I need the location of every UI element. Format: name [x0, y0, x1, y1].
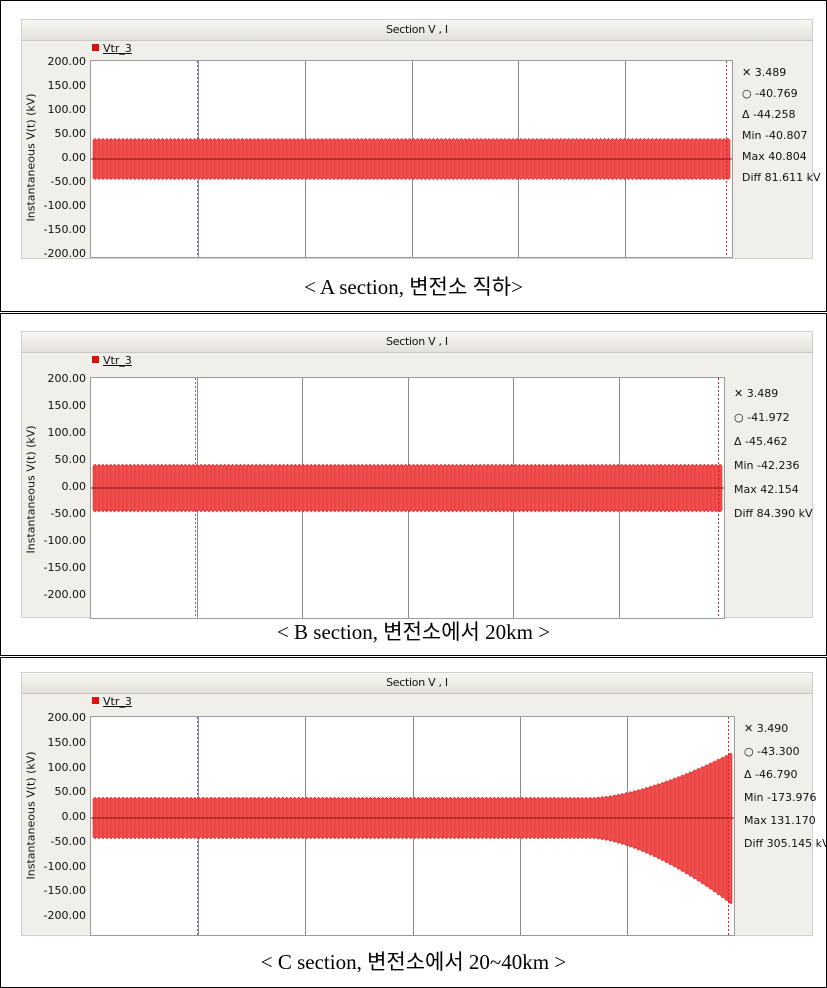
readout-max: Max 131.170: [744, 814, 816, 827]
y-axis-ticks: 200.00 150.00 100.00 50.00 0.00 -50.00 -…: [22, 712, 88, 922]
y-tick-label: 50.00: [54, 127, 87, 140]
readout-diff: Diff 81.611 kV: [742, 171, 821, 184]
readout-delta: Δ -44.258: [742, 108, 796, 121]
y-tick-label: -200.00: [43, 909, 86, 922]
legend-label: Vtr_3: [103, 42, 132, 55]
plot-area[interactable]: [90, 377, 725, 619]
readout-o: ○ -41.972: [734, 411, 790, 424]
chart-title: Section V , I: [22, 673, 812, 694]
panel-caption: < B section, 변전소에서 20km >: [276, 620, 551, 644]
readout-o: ○ -40.769: [742, 87, 798, 100]
readout-o-value: -41.972: [747, 411, 790, 424]
y-tick-label: 150.00: [47, 735, 87, 749]
cursor-readout: ✕ 3.489 ○ -40.769 Δ -44.258 Min -40.807 …: [742, 62, 820, 188]
plot-box: Section V , I Vtr_3 200.00 150.00 100.00…: [21, 672, 827, 936]
readout-o-value: -40.769: [755, 87, 798, 100]
readout-x: ✕ 3.489: [734, 387, 779, 400]
waveform-chart: [91, 61, 732, 257]
y-tick-label: -150.00: [43, 223, 86, 236]
y-tick-label: 100.00: [47, 103, 87, 116]
plot-area[interactable]: [90, 60, 733, 258]
y-tick-label: -150.00: [43, 884, 86, 898]
readout-delta-value: -45.462: [745, 435, 788, 448]
readout-x-value: 3.489: [754, 66, 787, 79]
y-tick-label: 50.00: [54, 785, 87, 799]
y-tick-label: -50.00: [50, 507, 86, 520]
cursor-readout: ✕ 3.490 ○ -43.300 Δ -46.790 Min -173.976…: [744, 717, 827, 855]
y-tick-label: 150.00: [47, 399, 87, 412]
readout-delta-value: -44.258: [753, 108, 796, 121]
readout-diff: Diff 305.145 kV: [744, 837, 827, 850]
y-tick-label: -50.00: [50, 834, 86, 848]
legend-swatch-icon: [92, 44, 99, 51]
y-tick-label: -100.00: [43, 534, 86, 547]
readout-o-value: -43.300: [757, 745, 800, 758]
y-tick-label: 150.00: [47, 79, 87, 92]
readout-min: Min -173.976: [744, 791, 817, 804]
readout-o: ○ -43.300: [744, 745, 800, 758]
y-axis-ticks: 200.00 150.00 100.00 50.00 0.00 -50.00 -…: [22, 373, 88, 601]
readout-min: Min -40.807: [742, 129, 808, 142]
y-tick-label: -200.00: [43, 247, 86, 260]
y-tick-label: -100.00: [43, 859, 86, 873]
readout-diff: Diff 84.390 kV: [734, 507, 813, 520]
legend[interactable]: Vtr_3: [92, 42, 132, 55]
y-tick-label: 200.00: [47, 55, 87, 68]
legend[interactable]: Vtr_3: [92, 695, 132, 708]
series-vtr-3-envelope: [92, 752, 733, 904]
readout-delta: Δ -46.790: [744, 768, 798, 781]
panel-a: Section V , I Vtr_3 200.00 150.00 100.00…: [0, 0, 827, 312]
cursor-readout: ✕ 3.489 ○ -41.972 Δ -45.462 Min -42.236 …: [734, 382, 812, 526]
plot-area[interactable]: [90, 716, 735, 936]
chart-title: Section V , I: [22, 332, 812, 353]
y-axis-ticks: 200.00 150.00 100.00 50.00 0.00 -50.00 -…: [22, 56, 88, 260]
panel-caption: < C section, 변전소에서 20~40km >: [260, 950, 567, 974]
readout-x-value: 3.490: [756, 722, 789, 735]
chart-title: Section V , I: [22, 20, 812, 41]
legend-label: Vtr_3: [103, 695, 132, 708]
y-tick-label: 200.00: [47, 372, 87, 385]
readout-x: ✕ 3.489: [742, 66, 787, 79]
y-tick-label: -150.00: [43, 561, 86, 574]
panel-c: Section V , I Vtr_3 200.00 150.00 100.00…: [0, 657, 827, 988]
legend-swatch-icon: [92, 356, 99, 363]
readout-delta: Δ -45.462: [734, 435, 788, 448]
y-axis-label: Instantaneous V(t) (kV): [24, 93, 38, 222]
legend-label: Vtr_3: [103, 354, 132, 367]
waveform-chart: [91, 717, 734, 935]
y-axis-label: Instantaneous V(t) (kV): [24, 751, 38, 880]
legend-swatch-icon: [92, 697, 99, 704]
readout-max: Max 40.804: [742, 150, 807, 163]
readout-x-value: 3.489: [746, 387, 779, 400]
y-tick-label: 0.00: [61, 480, 87, 493]
plot-box: Section V , I Vtr_3 200.00 150.00 100.00…: [21, 19, 820, 260]
y-tick-label: 100.00: [47, 426, 87, 439]
y-axis-label: Instantaneous V(t) (kV): [24, 425, 38, 554]
y-tick-label: 100.00: [47, 760, 87, 774]
readout-x: ✕ 3.490: [744, 722, 789, 735]
readout-min: Min -42.236: [734, 459, 800, 472]
y-tick-label: 50.00: [54, 453, 87, 466]
waveform-chart: [91, 378, 724, 618]
y-tick-label: -100.00: [43, 199, 86, 212]
y-tick-label: -200.00: [43, 588, 86, 601]
plot-box: Section V , I Vtr_3 200.00 150.00 100.00…: [21, 331, 813, 619]
panel-b: Section V , I Vtr_3 200.00 150.00 100.00…: [0, 313, 827, 656]
readout-delta-value: -46.790: [755, 768, 798, 781]
legend[interactable]: Vtr_3: [92, 354, 132, 367]
y-tick-label: 0.00: [61, 810, 87, 823]
panel-caption: < A section, 변전소 직하>: [304, 275, 523, 299]
y-tick-label: -50.00: [50, 175, 86, 188]
y-tick-label: 200.00: [47, 711, 87, 724]
readout-max: Max 42.154: [734, 483, 799, 496]
y-tick-label: 0.00: [61, 151, 87, 164]
